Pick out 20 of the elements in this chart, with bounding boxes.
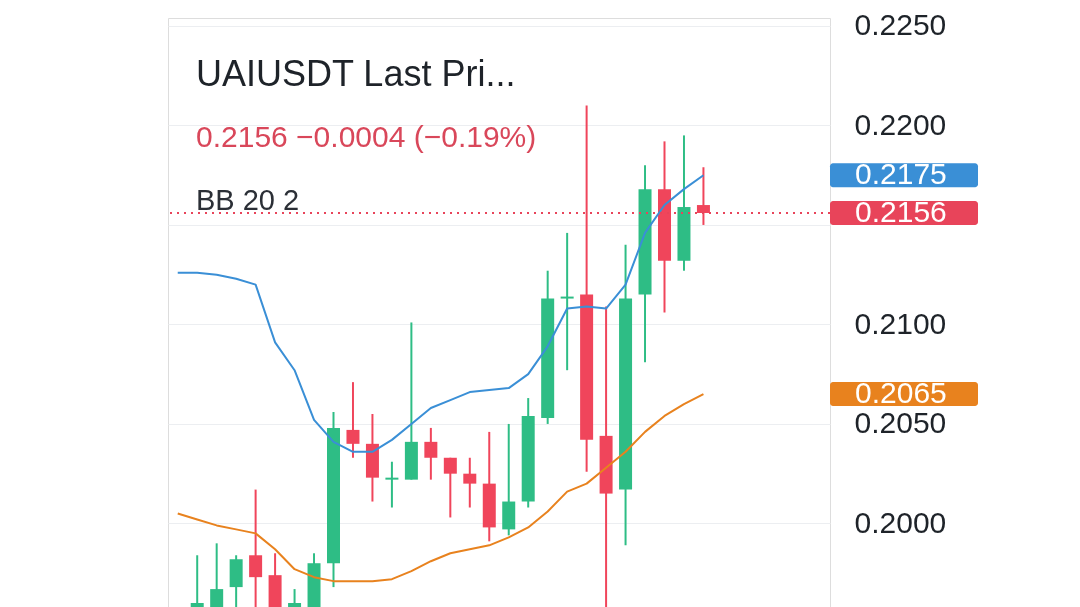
candlestick [424, 426, 438, 481]
candlestick [346, 381, 360, 459]
y-tick-label: 0.2100 [854, 306, 947, 340]
y-tick-label: 0.2200 [854, 107, 947, 141]
candlestick [210, 542, 224, 607]
candlestick [385, 460, 399, 509]
candlestick [463, 456, 477, 509]
line-series [176, 174, 705, 453]
text: UAIUSDT Last Pri... [196, 53, 516, 94]
y-tick-label: 0.2000 [854, 505, 947, 539]
candlestick [560, 231, 574, 372]
candlestick [443, 456, 457, 519]
y-tick-label: 0.2250 [854, 8, 947, 42]
text: 0.2175 [855, 157, 947, 191]
annotation: BB 20 2 [196, 184, 300, 216]
line-series [176, 393, 705, 583]
candlestick [190, 554, 204, 607]
candlestick [249, 488, 263, 607]
ref-line-label: 0.2156 [855, 195, 947, 229]
text: 0.2156 −0.0004 (−0.19%) [196, 120, 537, 153]
